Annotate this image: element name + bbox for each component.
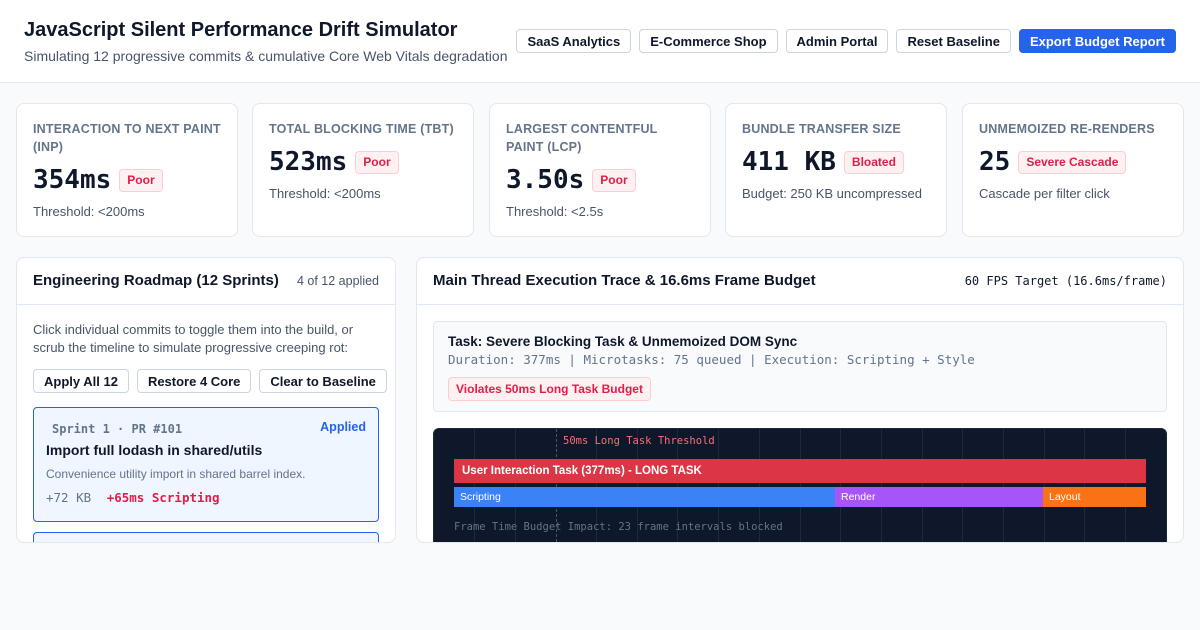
trace-gridline [840,429,841,542]
preset-saas-analytics-button[interactable]: SaaS Analytics [516,29,632,53]
metric-threshold: Threshold: <200ms [33,204,145,219]
metric-label: UNMEMOIZED RE-RENDERS [979,122,1155,136]
long-task-threshold-label: 50ms Long Task Threshold [563,435,715,447]
commit-card[interactable]: Sprint 1 · PR #101 Applied Import full l… [33,407,379,522]
trace-gridline [1003,429,1004,542]
app-subtitle: Simulating 12 progressive commits & cumu… [24,48,508,64]
status-badge: Severe Cascade [1018,150,1127,174]
scripting-phase-bar[interactable]: Scripting [454,487,835,507]
fps-target: 60 FPS Target (16.6ms/frame) [964,274,1167,288]
trace-gridline [677,429,678,542]
metric-value: 523ms [269,147,348,177]
task-summary: Task: Severe Blocking Task & Unmemoized … [433,321,1167,412]
export-budget-report-button[interactable]: Export Budget Report [1018,29,1176,53]
metric-label: TOTAL BLOCKING TIME (TBT) [269,122,454,136]
trace-header: Main Thread Execution Trace & 16.6ms Fra… [417,258,1183,305]
layout-phase-bar[interactable]: Layout [1043,487,1146,507]
metric-card-rerenders: UNMEMOIZED RE-RENDERS 25 Severe Cascade … [962,103,1184,237]
metric-threshold: Budget: 250 KB uncompressed [742,186,922,201]
roadmap-actions: Apply All 12 Restore 4 Core Clear to Bas… [33,369,387,393]
app-header: JavaScript Silent Performance Drift Simu… [0,0,1200,83]
trace-gridline [759,429,760,542]
metric-value: 3.50s [506,165,585,195]
metric-threshold: Threshold: <200ms [269,186,381,201]
applied-count: 4 of 12 applied [296,274,379,288]
metric-card-tbt: TOTAL BLOCKING TIME (TBT) 523ms Poor Thr… [252,103,474,237]
roadmap-header: Engineering Roadmap (12 Sprints) 4 of 12… [17,258,395,305]
trace-gridline [474,429,475,542]
metric-card-bundle-size: BUNDLE TRANSFER SIZE 411 KB Bloated Budg… [725,103,947,237]
trace-gridline [962,429,963,542]
frame-budget-impact: Frame Time Budget Impact: 23 frame inter… [454,521,783,533]
preset-admin-portal-button[interactable]: Admin Portal [785,29,889,53]
trace-gridline [1044,429,1045,542]
metric-value: 25 [979,147,1011,177]
long-task-threshold-line [556,429,557,542]
header-actions: SaaS Analytics E-Commerce Shop Admin Por… [516,29,1176,53]
trace-gridline [515,429,516,542]
metric-card-inp: INTERACTION TO NEXT PAINT (INP) 354ms Po… [16,103,238,237]
trace-gridline [596,429,597,542]
status-badge: Poor [119,168,163,192]
trace-gridline [1125,429,1126,542]
commit-card[interactable] [33,532,379,542]
commit-description: Convenience utility import in shared bar… [46,467,306,481]
commit-scripting-cost: +65ms Scripting [106,490,220,505]
long-task-bar[interactable]: User Interaction Task (377ms) - LONG TAS… [454,459,1146,483]
task-detail: Duration: 377ms | Microtasks: 75 queued … [448,352,975,367]
metric-threshold: Threshold: <2.5s [506,204,604,219]
status-badge: Bloated [843,150,904,174]
app-title: JavaScript Silent Performance Drift Simu… [24,19,458,41]
trace-title: Main Thread Execution Trace & 16.6ms Fra… [433,272,816,289]
apply-all-button[interactable]: Apply All 12 [33,369,129,393]
task-title: Task: Severe Blocking Task & Unmemoized … [448,334,798,349]
trace-panel: Main Thread Execution Trace & 16.6ms Fra… [416,257,1184,543]
metric-threshold: Cascade per filter click [979,186,1110,201]
trace-gridline [922,429,923,542]
roadmap-title: Engineering Roadmap (12 Sprints) [33,272,279,289]
trace-gridline [718,429,719,542]
trace-gridline [637,429,638,542]
roadmap-panel: Engineering Roadmap (12 Sprints) 4 of 12… [16,257,396,543]
preset-ecommerce-shop-button[interactable]: E-Commerce Shop [639,29,778,53]
trace-gridline [1084,429,1085,542]
metric-label: BUNDLE TRANSFER SIZE [742,122,901,136]
long-task-violation-badge: Violates 50ms Long Task Budget [448,377,651,401]
metric-value: 354ms [33,165,112,195]
commit-size-delta: +72 KB [46,490,92,505]
commit-sprint-pr: Sprint 1 · PR #101 [52,422,183,436]
render-phase-bar[interactable]: Render [835,487,1043,507]
main-thread-trace: 50ms Long Task Threshold User Interactio… [433,428,1167,542]
status-badge: Poor [355,150,399,174]
roadmap-help-text: Click individual commits to toggle them … [33,322,354,355]
restore-core-button[interactable]: Restore 4 Core [136,369,252,393]
reset-baseline-button[interactable]: Reset Baseline [896,29,1011,53]
metric-label: LARGEST CONTENTFUL PAINT (LCP) [506,122,658,154]
metric-label: INTERACTION TO NEXT PAINT (INP) [33,122,221,154]
status-badge: Poor [592,168,636,192]
metric-card-lcp: LARGEST CONTENTFUL PAINT (LCP) 3.50s Poo… [489,103,711,237]
commit-title: Import full lodash in shared/utils [46,442,263,458]
trace-gridline [800,429,801,542]
metric-value: 411 KB [742,147,836,177]
commit-status: Applied [320,420,366,434]
trace-gridline [881,429,882,542]
clear-to-baseline-button[interactable]: Clear to Baseline [259,369,387,393]
